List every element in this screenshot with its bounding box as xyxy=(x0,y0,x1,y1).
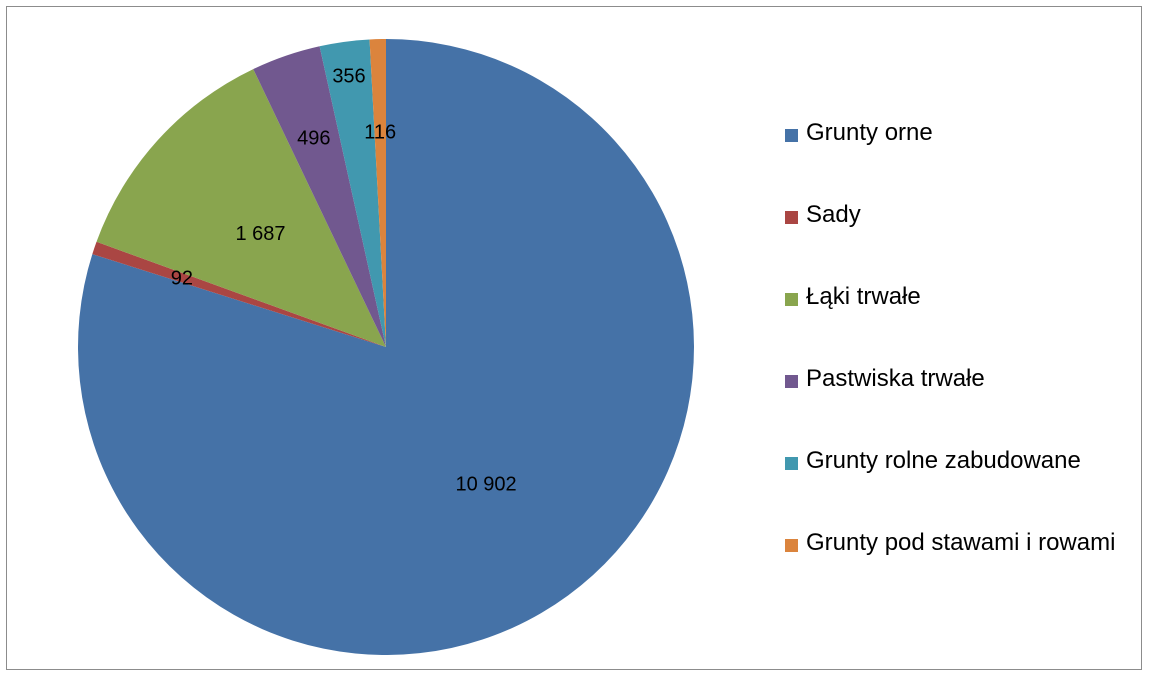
legend-item-sady: Sady xyxy=(785,197,1145,279)
legend-swatch xyxy=(785,293,798,306)
legend-label: Grunty pod stawami i rowami xyxy=(806,528,1136,557)
legend-label: Sady xyxy=(806,200,1136,229)
legend-swatch xyxy=(785,211,798,224)
pie-data-label: 496 xyxy=(297,127,330,149)
legend-label: Grunty rolne zabudowane xyxy=(806,446,1136,475)
legend-item-laki-trwale: Łąki trwałe xyxy=(785,279,1145,361)
pie-data-label: 92 xyxy=(171,268,193,290)
pie-data-label: 356 xyxy=(332,65,365,87)
legend-item-grunty-rolne-zabudowane: Grunty rolne zabudowane xyxy=(785,443,1145,525)
pie-data-label: 116 xyxy=(364,122,396,144)
legend-swatch xyxy=(785,539,798,552)
pie-data-label: 1 687 xyxy=(235,223,285,245)
legend-swatch xyxy=(785,129,798,142)
legend-item-grunty-pod-stawami: Grunty pod stawami i rowami xyxy=(785,525,1145,607)
legend-label: Grunty orne xyxy=(806,118,1136,147)
legend-swatch xyxy=(785,457,798,470)
legend-swatch xyxy=(785,375,798,388)
chart-area: 10 902 92 1 687 496 356 116 Grunty orne Sady … xyxy=(6,6,1142,670)
legend-item-pastwiska-trwale: Pastwiska trwałe xyxy=(785,361,1145,443)
legend: Grunty orne Sady Łąki trwałe Pastwiska t… xyxy=(785,115,1145,607)
pie-data-label: 10 902 xyxy=(456,474,517,496)
legend-label: Pastwiska trwałe xyxy=(806,364,1136,393)
legend-label: Łąki trwałe xyxy=(806,282,1136,311)
legend-item-grunty-orne: Grunty orne xyxy=(785,115,1145,197)
